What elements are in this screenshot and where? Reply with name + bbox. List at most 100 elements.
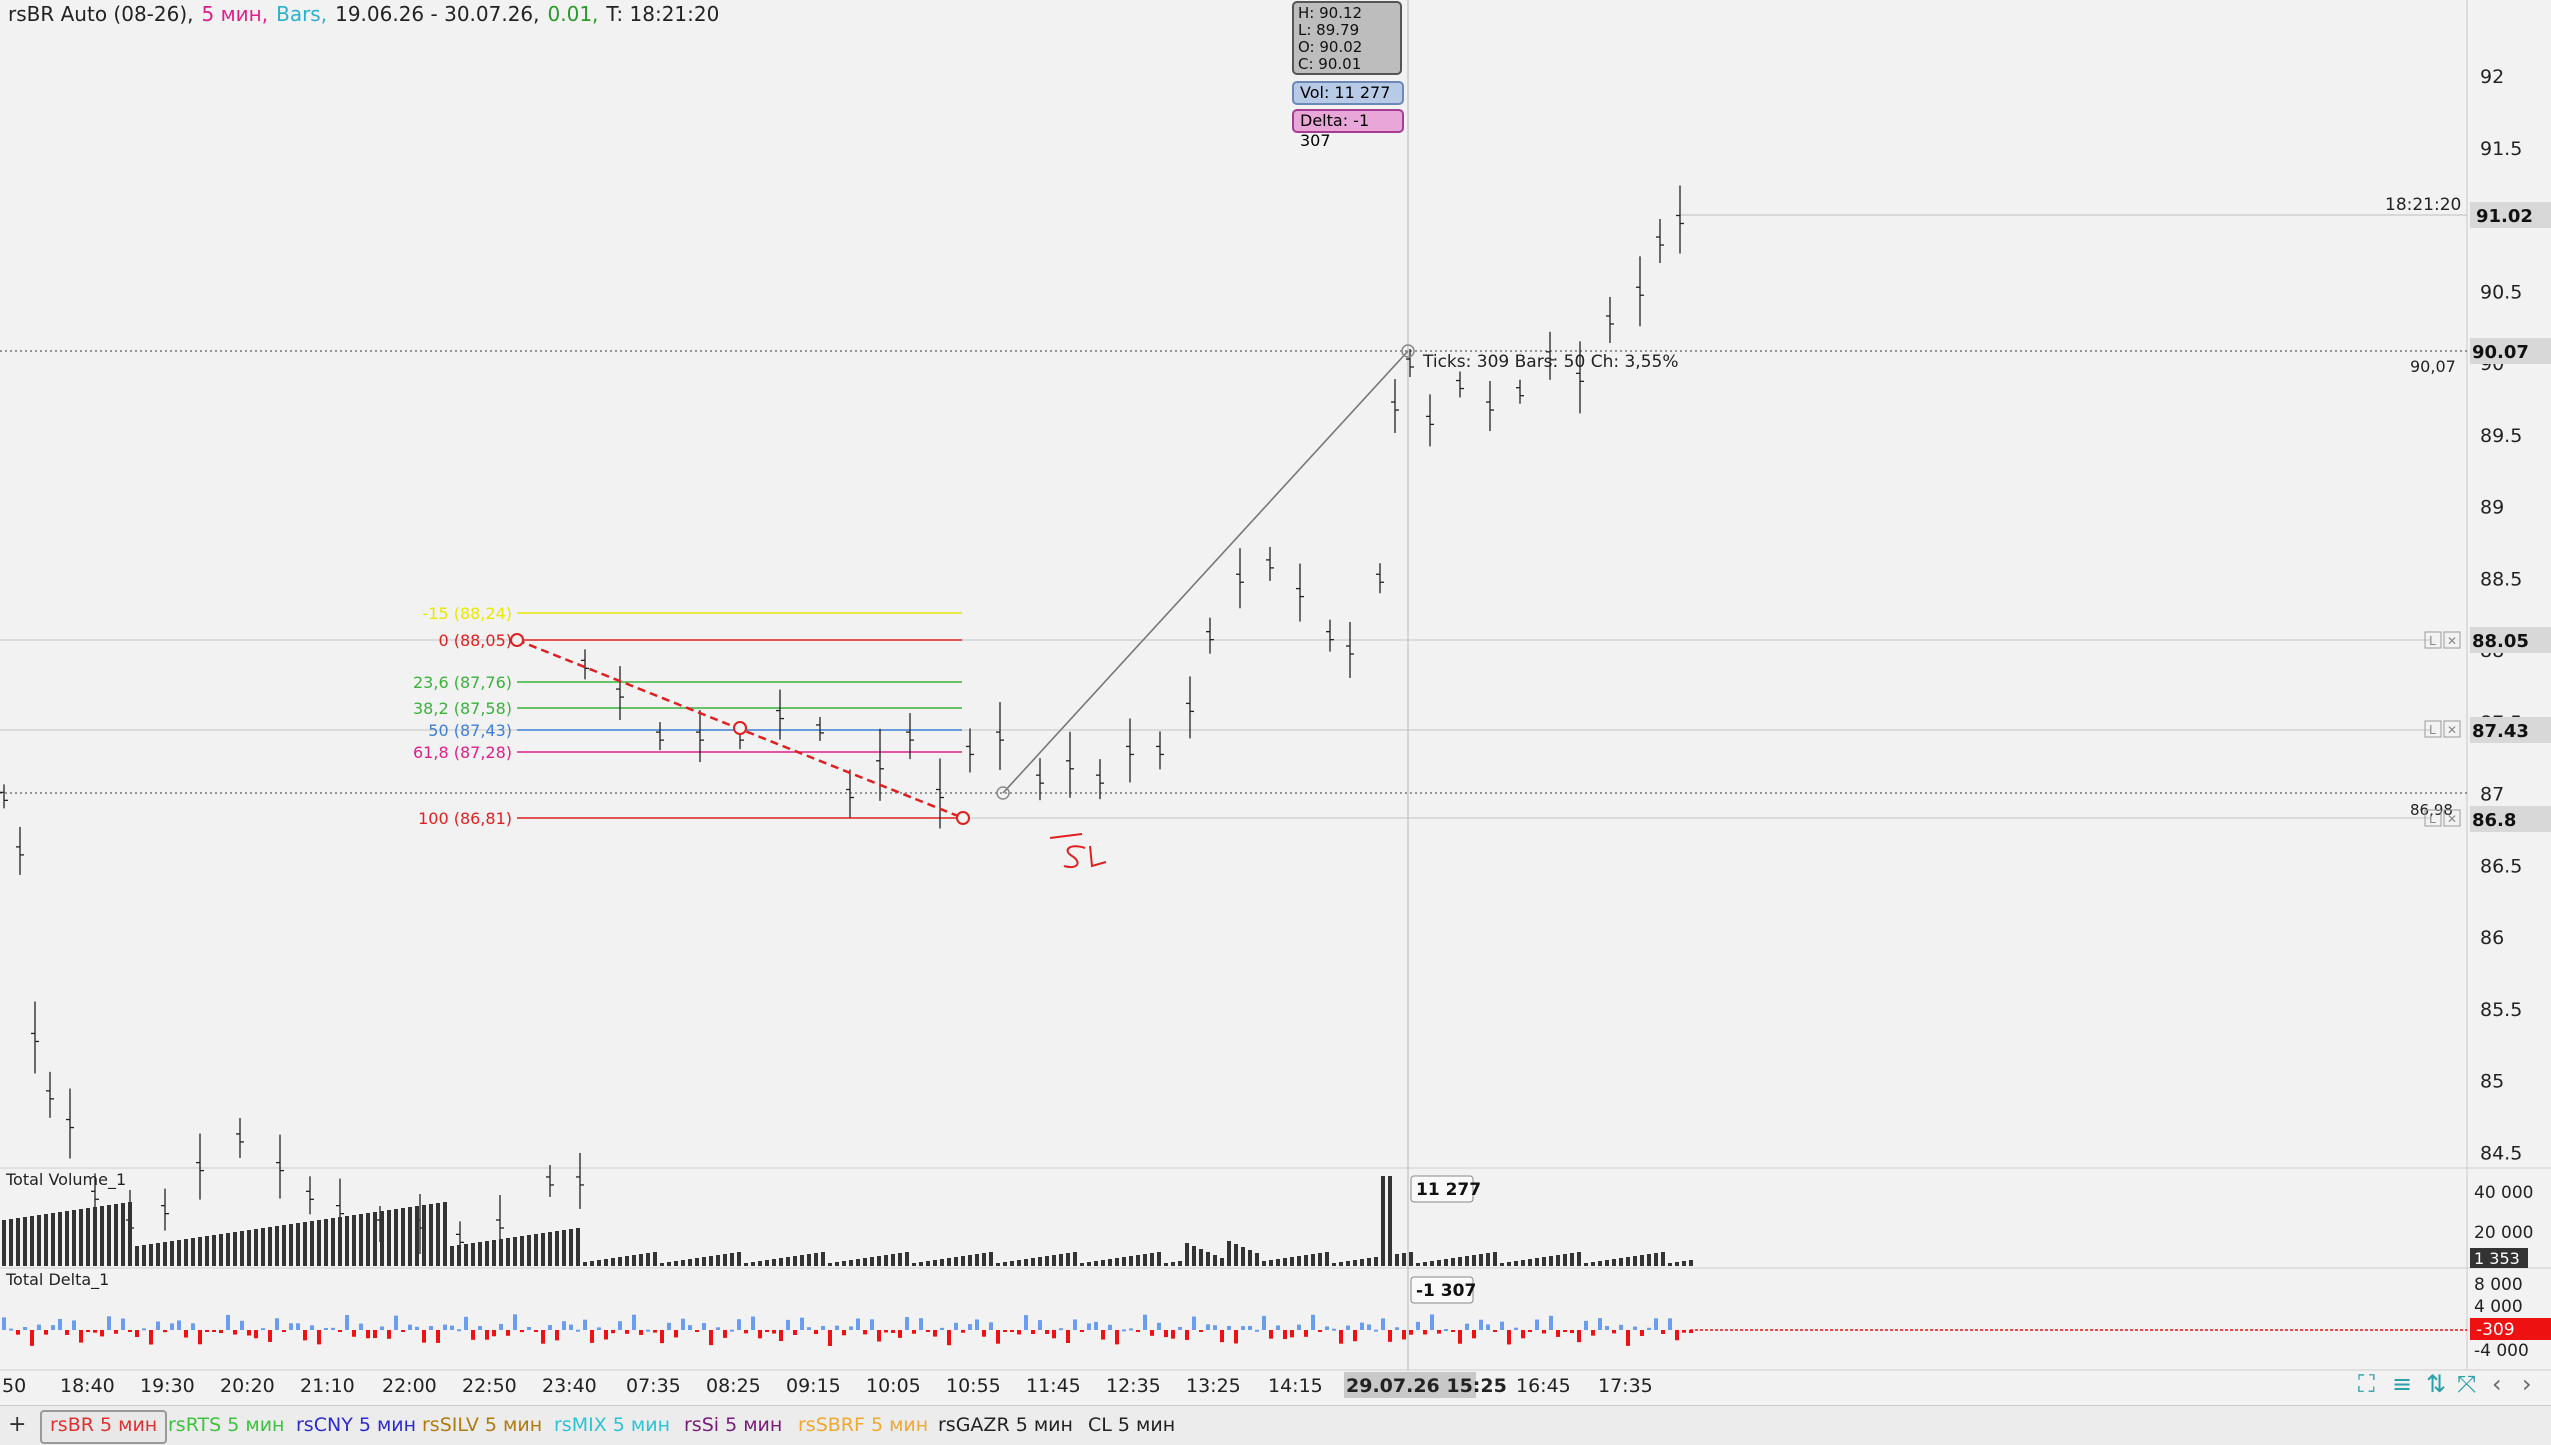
delta-bar — [548, 1325, 552, 1330]
instrument-tab[interactable]: rsGAZR 5 мин — [938, 1414, 1073, 1436]
time-axis-label: 16:45 — [1516, 1375, 1571, 1397]
time-axis-label: 50 — [2, 1375, 26, 1397]
volume-bar — [1129, 1256, 1133, 1266]
instrument-tab[interactable]: CL 5 мин — [1088, 1414, 1176, 1436]
delta-bar — [401, 1330, 405, 1332]
delta-bar — [898, 1330, 902, 1338]
delta-bar — [93, 1330, 97, 1333]
delta-bar — [1227, 1325, 1231, 1330]
delta-bar — [170, 1323, 174, 1330]
delta-bar — [387, 1330, 391, 1339]
delta-bar — [751, 1316, 755, 1330]
delta-bar — [1584, 1320, 1588, 1330]
time-axis-label: 08:25 — [706, 1375, 761, 1397]
volume-bar — [1591, 1262, 1595, 1266]
volume-bar — [1388, 1176, 1392, 1266]
scroll-left-icon[interactable]: ‹ — [2492, 1370, 2502, 1398]
volume-bar — [905, 1252, 909, 1266]
delta-bar — [1304, 1330, 1308, 1337]
volume-bar — [1654, 1253, 1658, 1266]
volume-bar — [2, 1220, 6, 1266]
delta-bar — [1276, 1325, 1280, 1330]
ohlc-open: O: 90.02 — [1298, 38, 1363, 56]
scroll-right-icon[interactable]: › — [2522, 1370, 2532, 1398]
volume-bar — [1619, 1258, 1623, 1266]
volume-bar — [667, 1262, 671, 1266]
volume-bar — [709, 1256, 713, 1266]
instrument-tab[interactable]: rsSi 5 мин — [684, 1414, 783, 1436]
delta-bar — [1332, 1328, 1336, 1331]
volume-bar — [926, 1261, 930, 1266]
volume-bar — [884, 1255, 888, 1266]
volume-bar — [989, 1252, 993, 1266]
volume-bar — [933, 1260, 937, 1266]
add-tab-button[interactable]: + — [8, 1412, 27, 1437]
volume-bar — [170, 1241, 174, 1266]
volume-bar — [9, 1219, 13, 1266]
volume-bar — [366, 1213, 370, 1266]
volume-bar — [520, 1236, 524, 1266]
instrument-tab[interactable]: rsMIX 5 мин — [554, 1414, 670, 1436]
delta-bar — [457, 1329, 461, 1332]
volume-bar — [1416, 1263, 1420, 1266]
fib-level-label: 23,6 (87,76) — [413, 673, 512, 692]
expand-icon[interactable]: ⤧ — [2457, 1370, 2477, 1398]
chart-type-label: Bars, — [276, 2, 328, 26]
volume-bar — [324, 1219, 328, 1266]
volume-bar — [464, 1244, 468, 1266]
delta-bar — [702, 1323, 706, 1330]
volume-bar — [30, 1216, 34, 1266]
delta-bar — [1353, 1330, 1357, 1342]
delta-bar — [1087, 1323, 1091, 1330]
delta-bar — [100, 1330, 104, 1337]
volume-bar — [282, 1225, 286, 1266]
time-axis-label: 18:40 — [60, 1375, 115, 1397]
volume-bar — [786, 1257, 790, 1266]
instrument-tab[interactable]: rsBR 5 мин — [40, 1410, 168, 1444]
volume-bar — [380, 1211, 384, 1266]
delta-bar — [1234, 1330, 1238, 1344]
fullscreen-icon[interactable]: ⛶ — [2358, 1370, 2375, 1398]
volume-bar — [58, 1212, 62, 1266]
volume-bar — [1570, 1253, 1574, 1266]
volume-bar — [1423, 1262, 1427, 1266]
delta-bar — [114, 1330, 118, 1334]
volume-bar — [968, 1255, 972, 1266]
instrument-tab[interactable]: rsRTS 5 мин — [168, 1414, 285, 1436]
instrument-tab[interactable]: rsSBRF 5 мин — [798, 1414, 929, 1436]
delta-bar — [1255, 1329, 1259, 1332]
volume-bar — [1395, 1254, 1399, 1266]
instrument-tab[interactable]: rsCNY 5 мин — [296, 1414, 417, 1436]
svg-text:23:40: 23:40 — [542, 1375, 597, 1397]
delta-bar — [415, 1326, 419, 1330]
delta-bar — [1612, 1330, 1616, 1334]
volume-bar — [1332, 1263, 1336, 1266]
volume-bar — [275, 1226, 279, 1266]
volume-bar — [751, 1262, 755, 1266]
price-tick: 91.5 — [2480, 138, 2522, 160]
volume-bar — [1675, 1262, 1679, 1266]
price-chart[interactable]: 9291.59190.59089.58988.58887.58786.58685… — [0, 0, 2551, 1405]
delta-bar — [688, 1325, 692, 1330]
level-handle-icons[interactable]: L ✕ L ✕ L ✕ — [2424, 631, 2461, 827]
volume-bar — [1094, 1261, 1098, 1266]
delta-bar — [807, 1327, 811, 1330]
settings-sliders-icon[interactable]: ≡ — [2392, 1370, 2413, 1398]
volume-bar — [338, 1217, 342, 1266]
volume-bar — [156, 1243, 160, 1266]
volume-bar — [737, 1252, 741, 1266]
volume-bar — [44, 1214, 48, 1266]
delta-bar — [1346, 1325, 1350, 1330]
instrument-tab[interactable]: rsSILV 5 мин — [422, 1414, 543, 1436]
volume-bar — [1199, 1249, 1203, 1266]
delta-bar — [1689, 1330, 1693, 1333]
volume-bar — [1157, 1252, 1161, 1266]
delta-bar — [1136, 1330, 1140, 1332]
delta-bar — [1220, 1330, 1224, 1343]
volume-bar — [499, 1239, 503, 1266]
delta-bar — [352, 1330, 356, 1337]
autoscale-icon[interactable]: ⇅ — [2426, 1370, 2447, 1398]
crosshair-level-label: 90,07 — [2410, 357, 2456, 376]
delta-bar — [44, 1330, 48, 1335]
delta-bar — [1500, 1321, 1504, 1330]
